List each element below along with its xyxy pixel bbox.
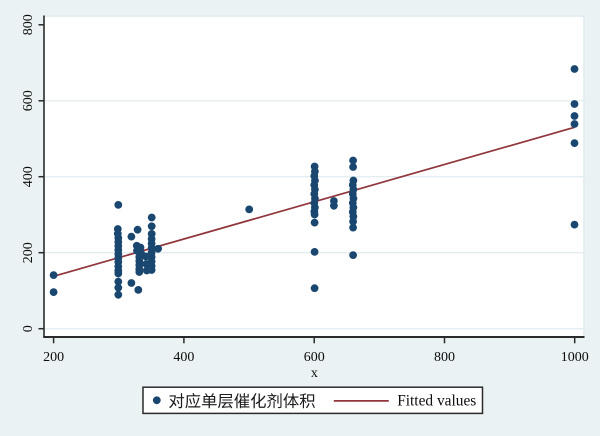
svg-text:600: 600: [21, 90, 36, 111]
svg-text:Fitted values: Fitted values: [397, 393, 476, 410]
svg-text:600: 600: [304, 350, 325, 365]
svg-text:400: 400: [21, 166, 36, 187]
svg-text:1000: 1000: [561, 350, 589, 365]
svg-text:200: 200: [21, 242, 36, 263]
svg-text:200: 200: [43, 350, 64, 365]
svg-text:x: x: [311, 366, 318, 381]
svg-text:800: 800: [21, 14, 36, 35]
svg-text:400: 400: [173, 350, 194, 365]
svg-text:0: 0: [21, 325, 36, 332]
svg-text:800: 800: [434, 350, 455, 365]
